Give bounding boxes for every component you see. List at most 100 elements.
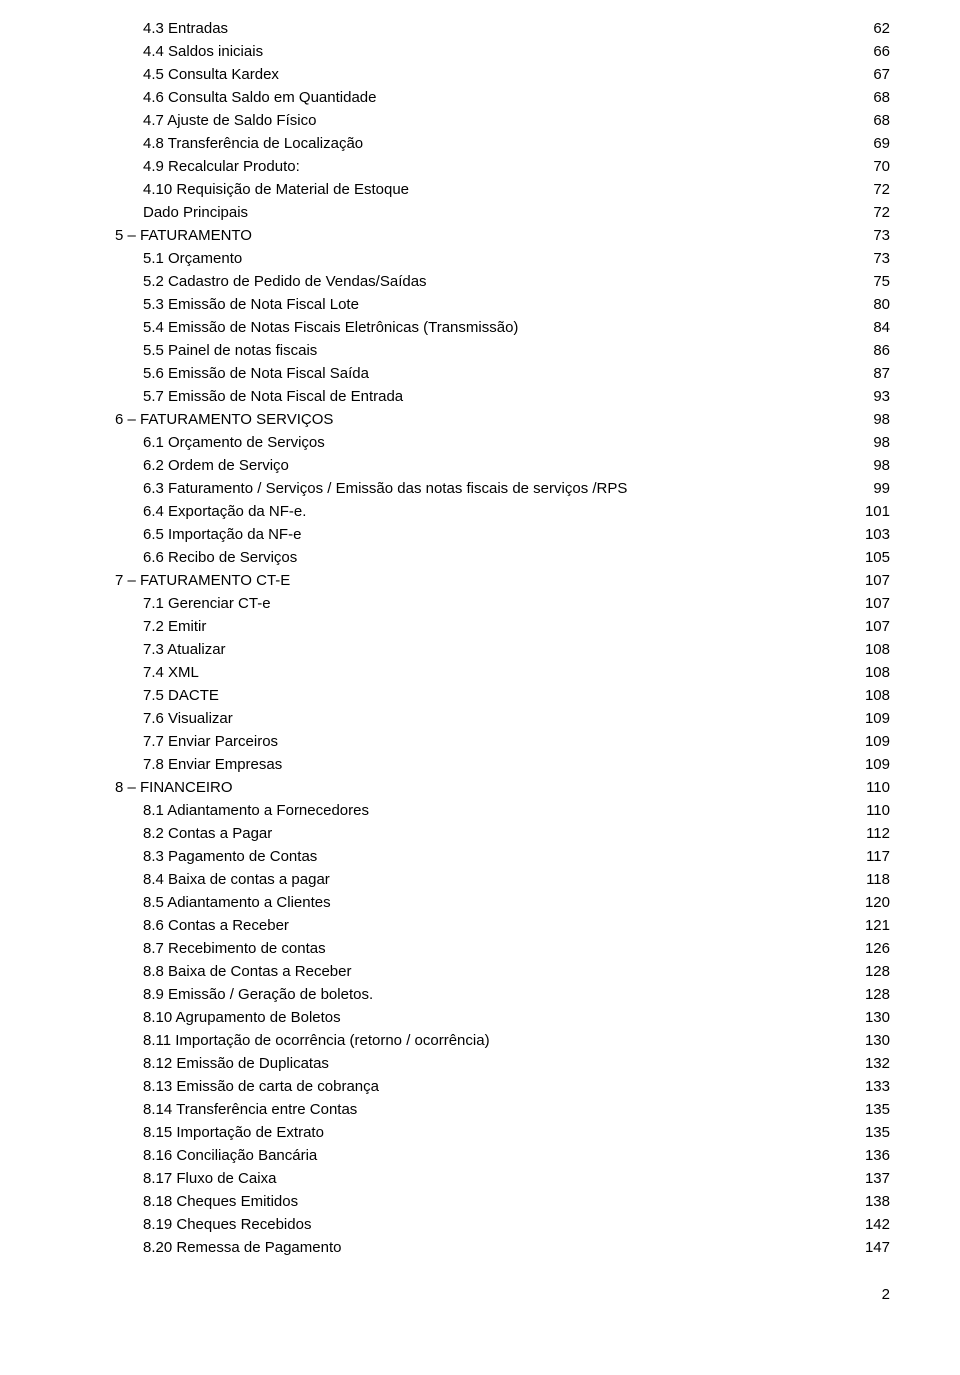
toc-entry[interactable]: 7.1 Gerenciar CT-e 107 (115, 593, 890, 614)
toc-entry-page: 66 (873, 41, 890, 62)
toc-entry[interactable]: 7.8 Enviar Empresas 109 (115, 754, 890, 775)
toc-entry[interactable]: 5.1 Orçamento 73 (115, 248, 890, 269)
toc-entry-page: 93 (873, 386, 890, 407)
toc-entry[interactable]: 8.17 Fluxo de Caixa 137 (115, 1168, 890, 1189)
toc-entry[interactable]: 8.16 Conciliação Bancária 136 (115, 1145, 890, 1166)
toc-entry[interactable]: 4.3 Entradas 62 (115, 18, 890, 39)
toc-entry[interactable]: 6.3 Faturamento / Serviços / Emissão das… (115, 478, 890, 499)
toc-entry-page: 108 (865, 685, 890, 706)
toc-entry-page: 84 (873, 317, 890, 338)
toc-entry[interactable]: 8.9 Emissão / Geração de boletos. 128 (115, 984, 890, 1005)
toc-entry-page: 147 (865, 1237, 890, 1258)
toc-entry-title: 4.8 Transferência de Localização (143, 133, 363, 154)
toc-entry[interactable]: 8.6 Contas a Receber 121 (115, 915, 890, 936)
toc-entry-title: 8.15 Importação de Extrato (143, 1122, 324, 1143)
toc-entry-page: 110 (866, 777, 890, 798)
toc-entry[interactable]: 7.3 Atualizar 108 (115, 639, 890, 660)
page-number: 2 (115, 1286, 890, 1303)
toc-entry[interactable]: 7.7 Enviar Parceiros 109 (115, 731, 890, 752)
toc-entry[interactable]: 5.5 Painel de notas fiscais 86 (115, 340, 890, 361)
toc-entry-page: 112 (866, 823, 890, 844)
toc-entry[interactable]: 8.20 Remessa de Pagamento 147 (115, 1237, 890, 1258)
toc-entry[interactable]: 6.4 Exportação da NF-e. 101 (115, 501, 890, 522)
toc-entry[interactable]: 5 – FATURAMENTO 73 (115, 225, 890, 246)
toc-entry-page: 86 (873, 340, 890, 361)
toc-entry[interactable]: 5.7 Emissão de Nota Fiscal de Entrada 93 (115, 386, 890, 407)
toc-entry-title: 7.1 Gerenciar CT-e (143, 593, 271, 614)
toc-entry[interactable]: 8.13 Emissão de carta de cobrança 133 (115, 1076, 890, 1097)
toc-entry[interactable]: 8.14 Transferência entre Contas 135 (115, 1099, 890, 1120)
toc-entry[interactable]: 4.4 Saldos iniciais 66 (115, 41, 890, 62)
toc-entry[interactable]: 6.6 Recibo de Serviços 105 (115, 547, 890, 568)
toc-entry[interactable]: 8.10 Agrupamento de Boletos 130 (115, 1007, 890, 1028)
toc-entry-title: 8.14 Transferência entre Contas (143, 1099, 357, 1120)
toc-entry[interactable]: Dado Principais 72 (115, 202, 890, 223)
toc-entry[interactable]: 7.4 XML 108 (115, 662, 890, 683)
toc-entry-page: 135 (865, 1122, 890, 1143)
toc-entry-title: 7.2 Emitir (143, 616, 206, 637)
toc-entry[interactable]: 8.11 Importação de ocorrência (retorno /… (115, 1030, 890, 1051)
toc-entry[interactable]: 7 – FATURAMENTO CT-E 107 (115, 570, 890, 591)
toc-entry-title: 4.7 Ajuste de Saldo Físico (143, 110, 316, 131)
toc-entry-page: 98 (873, 409, 890, 430)
toc-entry-title: 5.2 Cadastro de Pedido de Vendas/Saídas (143, 271, 427, 292)
toc-entry[interactable]: 8.1 Adiantamento a Fornecedores 110 (115, 800, 890, 821)
toc-entry-title: 4.9 Recalcular Produto: (143, 156, 300, 177)
toc-entry-title: 8.7 Recebimento de contas (143, 938, 326, 959)
toc-entry[interactable]: 8.12 Emissão de Duplicatas 132 (115, 1053, 890, 1074)
toc-entry-title: 5.5 Painel de notas fiscais (143, 340, 317, 361)
toc-entry-title: 4.10 Requisição de Material de Estoque (143, 179, 409, 200)
toc-entry-title: 8.13 Emissão de carta de cobrança (143, 1076, 379, 1097)
toc-entry[interactable]: 5.6 Emissão de Nota Fiscal Saída 87 (115, 363, 890, 384)
toc-entry-page: 132 (865, 1053, 890, 1074)
toc-entry[interactable]: 5.3 Emissão de Nota Fiscal Lote 80 (115, 294, 890, 315)
toc-entry-title: 5.1 Orçamento (143, 248, 242, 269)
toc-entry[interactable]: 7.2 Emitir 107 (115, 616, 890, 637)
toc-entry-page: 72 (873, 179, 890, 200)
toc-entry[interactable]: 6.1 Orçamento de Serviços 98 (115, 432, 890, 453)
toc-entry[interactable]: 6.2 Ordem de Serviço 98 (115, 455, 890, 476)
toc-entry-page: 87 (873, 363, 890, 384)
toc-entry[interactable]: 8.15 Importação de Extrato 135 (115, 1122, 890, 1143)
toc-entry-page: 137 (865, 1168, 890, 1189)
toc-entry[interactable]: 8.4 Baixa de contas a pagar 118 (115, 869, 890, 890)
toc-entry[interactable]: 5.2 Cadastro de Pedido de Vendas/Saídas … (115, 271, 890, 292)
toc-entry[interactable]: 8 – FINANCEIRO 110 (115, 777, 890, 798)
toc-entry-title: 8.20 Remessa de Pagamento (143, 1237, 341, 1258)
toc-entry[interactable]: 4.7 Ajuste de Saldo Físico 68 (115, 110, 890, 131)
toc-entry-title: 5.4 Emissão de Notas Fiscais Eletrônicas… (143, 317, 518, 338)
toc-entry[interactable]: 8.18 Cheques Emitidos 138 (115, 1191, 890, 1212)
toc-entry-title: 8.18 Cheques Emitidos (143, 1191, 298, 1212)
toc-entry-title: 5.7 Emissão de Nota Fiscal de Entrada (143, 386, 403, 407)
toc-entry[interactable]: 8.5 Adiantamento a Clientes 120 (115, 892, 890, 913)
toc-entry[interactable]: 4.5 Consulta Kardex 67 (115, 64, 890, 85)
toc-entry-title: 7.5 DACTE (143, 685, 219, 706)
toc-entry[interactable]: 8.19 Cheques Recebidos 142 (115, 1214, 890, 1235)
toc-entry-title: 6 – FATURAMENTO SERVIÇOS (115, 409, 333, 430)
toc-entry[interactable]: 8.3 Pagamento de Contas 117 (115, 846, 890, 867)
toc-entry-title: 7.8 Enviar Empresas (143, 754, 282, 775)
toc-entry-page: 99 (873, 478, 890, 499)
toc-entry[interactable]: 6.5 Importação da NF-e 103 (115, 524, 890, 545)
toc-entry[interactable]: 4.6 Consulta Saldo em Quantidade 68 (115, 87, 890, 108)
toc-entry[interactable]: 8.7 Recebimento de contas 126 (115, 938, 890, 959)
toc-entry-page: 108 (865, 662, 890, 683)
toc-entry[interactable]: 5.4 Emissão de Notas Fiscais Eletrônicas… (115, 317, 890, 338)
toc-entry-title: 7.4 XML (143, 662, 199, 683)
toc-entry-page: 107 (865, 570, 890, 591)
toc-entry-page: 105 (865, 547, 890, 568)
toc-entry-page: 103 (865, 524, 890, 545)
toc-entry[interactable]: 7.5 DACTE 108 (115, 685, 890, 706)
toc-entry[interactable]: 4.8 Transferência de Localização 69 (115, 133, 890, 154)
toc-entry[interactable]: 8.8 Baixa de Contas a Receber 128 (115, 961, 890, 982)
toc-entry[interactable]: 4.9 Recalcular Produto: 70 (115, 156, 890, 177)
toc-entry[interactable]: 6 – FATURAMENTO SERVIÇOS 98 (115, 409, 890, 430)
toc-entry-page: 117 (866, 846, 890, 867)
toc-entry[interactable]: 4.10 Requisição de Material de Estoque 7… (115, 179, 890, 200)
toc-entry-title: 6.1 Orçamento de Serviços (143, 432, 325, 453)
toc-entry[interactable]: 7.6 Visualizar 109 (115, 708, 890, 729)
toc-entry[interactable]: 8.2 Contas a Pagar 112 (115, 823, 890, 844)
toc-entry-page: 109 (865, 708, 890, 729)
toc-entry-title: 6.3 Faturamento / Serviços / Emissão das… (143, 478, 627, 499)
toc-entry-page: 73 (873, 225, 890, 246)
